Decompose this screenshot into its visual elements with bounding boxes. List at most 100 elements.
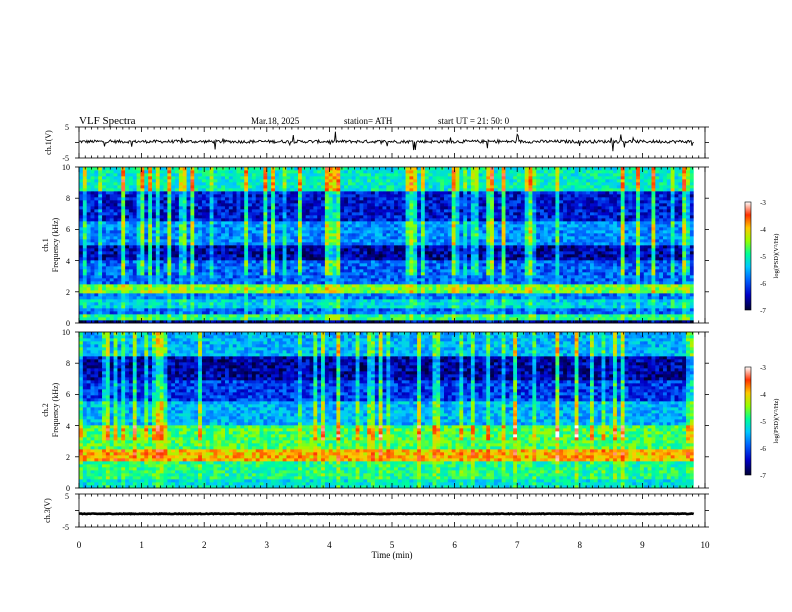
spectrogram-cell (163, 299, 168, 303)
spectrogram-cell (674, 236, 679, 240)
spectrogram-cell (251, 299, 257, 303)
spectrogram-cell (255, 239, 260, 243)
spectrogram-cell (313, 254, 318, 258)
spectrogram-cell (540, 269, 545, 273)
spectrogram-cell (659, 272, 664, 276)
spectrogram-cell (244, 299, 249, 303)
spectrogram-cell (397, 308, 403, 312)
spectrogram-cell (82, 272, 88, 276)
spectrogram-cell (305, 305, 310, 309)
spectrogram-cell (182, 293, 187, 297)
spectrogram-cell (689, 242, 695, 246)
spectrogram-cell (509, 275, 514, 279)
spectrogram-cell (271, 311, 276, 315)
spectrogram-cell (566, 287, 572, 291)
spectrogram-cell (305, 269, 310, 273)
spectrogram-cell (682, 236, 687, 240)
spectrogram-cell (505, 293, 510, 297)
spectrogram-cell (90, 281, 95, 285)
spectrogram-cell (128, 278, 134, 282)
spectrogram-cell (647, 296, 652, 300)
spectrogram-cell (90, 251, 95, 255)
spectrogram-cell (478, 278, 483, 282)
spectrogram-cell (305, 242, 310, 246)
spectrogram-cell (428, 275, 433, 279)
spectrogram-cell (205, 308, 210, 312)
spectrogram-cell (555, 248, 560, 252)
spectrogram-cell (436, 254, 441, 258)
spectrogram-cell (474, 314, 479, 318)
spectrogram-cell (286, 305, 291, 309)
spectrogram-cell (152, 269, 157, 273)
spectrogram-cell (132, 272, 137, 276)
spectrogram-cell (432, 308, 437, 312)
spectrogram-cell (624, 260, 629, 264)
spectrogram-cell (647, 275, 652, 279)
spectrogram-cell (259, 248, 264, 252)
spectrogram-cell (371, 287, 376, 291)
spectrogram-cell (605, 281, 610, 285)
spectrogram-cell (178, 236, 184, 240)
spectrogram-cell (125, 260, 130, 264)
spectrogram-cell (128, 314, 134, 318)
spectrogram-cell (301, 239, 307, 243)
spectrogram-cell (94, 308, 99, 312)
spectrogram-cell (563, 248, 568, 252)
spectrogram-cell (86, 302, 91, 306)
spectrogram-cell (79, 263, 84, 267)
spectrogram-cell (663, 266, 668, 270)
spectrogram-cell (328, 266, 333, 270)
spectrogram-cell (689, 314, 695, 318)
spectrogram-cell (651, 287, 656, 291)
spectrogram-cell (344, 308, 349, 312)
spectrogram-cell (324, 233, 330, 237)
spectrogram-cell (263, 290, 268, 294)
spectrogram-cell (639, 284, 645, 288)
spectrogram-cell (401, 239, 406, 243)
spectrogram-cell (636, 254, 641, 258)
spectrogram-cell (236, 293, 241, 297)
spectrogram-cell (590, 296, 595, 300)
spectrogram-cell (547, 296, 552, 300)
spectrogram-cell (328, 311, 333, 315)
spectrogram-cell (678, 257, 683, 261)
spectrogram-cell (305, 308, 310, 312)
spectrogram-cell (405, 299, 410, 303)
spectrogram-cell (632, 284, 637, 288)
spectrogram-cell (524, 263, 529, 267)
spectrogram-cell (163, 287, 168, 291)
spectrogram-cell (666, 305, 672, 309)
spectrogram-cell (132, 305, 137, 309)
spectrogram-cell (459, 308, 464, 312)
spectrogram-cell (593, 236, 599, 240)
spectrogram-cell (620, 248, 625, 252)
spectrogram-cell (244, 308, 249, 312)
spectrogram-cell (102, 245, 107, 249)
spectrogram-cell (347, 251, 353, 255)
spectrogram-cell (136, 311, 141, 315)
spectrogram-cell (167, 287, 172, 291)
spectrogram-cell (578, 248, 583, 252)
spectrogram-cell (148, 290, 153, 294)
spectrogram-cell (136, 260, 141, 264)
spectrogram-cell (424, 290, 429, 294)
spectrogram-cell (217, 314, 222, 318)
spectrogram-cell (659, 251, 664, 255)
spectrogram-cell (259, 311, 264, 315)
spectrogram-cell (102, 242, 107, 246)
spectrogram-cell (232, 317, 237, 321)
spectrogram-cell (378, 266, 383, 270)
spectrogram-cell (94, 290, 99, 294)
spectrogram-cell (313, 263, 318, 267)
spectrogram-cell (386, 260, 391, 264)
spectrogram-cell (424, 302, 429, 306)
spectrogram-cell (194, 239, 199, 243)
spectrogram-cell (221, 266, 226, 270)
spectrogram-cell (351, 296, 356, 300)
spectrogram-cell (497, 251, 502, 255)
spectrogram-cell (225, 266, 230, 270)
spectrogram-cell (540, 260, 545, 264)
spectrogram-cell (659, 248, 664, 252)
spectrogram-cell (509, 281, 514, 285)
spectrogram-cell (278, 248, 283, 252)
